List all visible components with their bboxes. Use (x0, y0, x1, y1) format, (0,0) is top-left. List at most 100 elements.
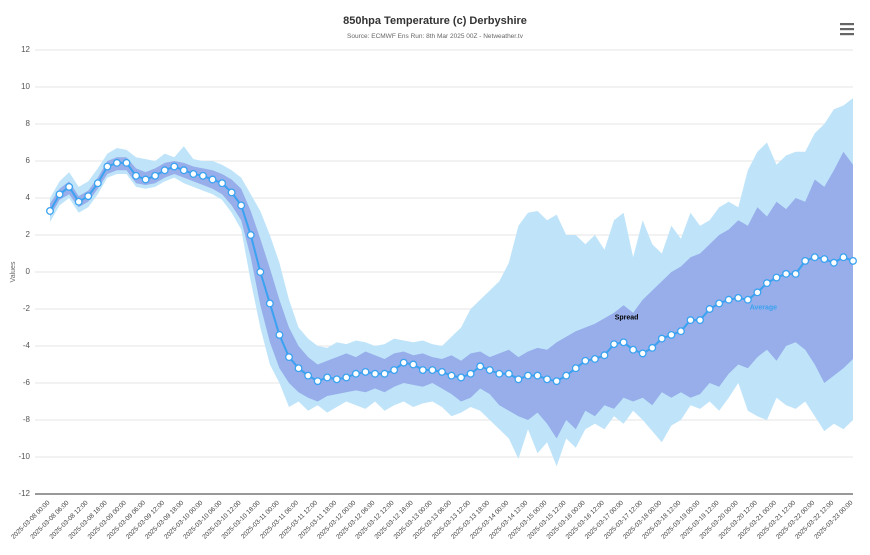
y-tick-label: 2 (26, 230, 31, 239)
point (160, 166, 169, 175)
point (629, 345, 638, 354)
point (801, 256, 810, 265)
point (485, 366, 494, 374)
point (285, 353, 293, 362)
point (84, 192, 93, 201)
point (552, 377, 561, 386)
y-tick-label: 4 (26, 193, 31, 202)
point (304, 371, 313, 380)
point (524, 371, 532, 380)
point (179, 166, 188, 175)
point (590, 355, 599, 363)
point (74, 197, 83, 206)
y-axis-title: Values (10, 261, 17, 282)
y-tick-label: -2 (23, 304, 31, 313)
point (514, 375, 523, 384)
y-tick-label: -8 (23, 415, 31, 424)
point (829, 258, 838, 267)
point (753, 288, 762, 297)
point (543, 375, 552, 384)
point (122, 158, 131, 167)
point (495, 369, 504, 378)
point (810, 253, 819, 262)
point (724, 295, 733, 304)
point (686, 316, 695, 325)
y-tick-label: -6 (23, 378, 31, 387)
menu-button[interactable] (836, 18, 858, 40)
y-tick-label: 6 (26, 156, 31, 165)
y-tick-label: -12 (18, 489, 30, 498)
point (476, 362, 485, 371)
menu-bar (840, 28, 854, 31)
point (170, 162, 179, 171)
series-label: Average (750, 304, 777, 311)
point (619, 338, 628, 347)
point (103, 162, 112, 171)
point (504, 369, 513, 378)
point (610, 340, 618, 349)
point (380, 369, 389, 378)
range-band (50, 151, 853, 439)
point (437, 367, 446, 376)
point (246, 231, 255, 239)
point (141, 175, 150, 184)
point (715, 299, 724, 308)
point (371, 369, 379, 378)
point (696, 316, 704, 325)
point (466, 369, 475, 378)
point (199, 171, 207, 180)
point (65, 182, 74, 191)
point (132, 171, 140, 180)
point (667, 330, 676, 339)
point (839, 253, 848, 262)
y-tick-label: -4 (23, 341, 31, 350)
point (237, 201, 246, 210)
point (849, 256, 857, 265)
point (55, 190, 64, 199)
bands-layer (50, 98, 853, 467)
point (399, 358, 408, 367)
point (227, 188, 236, 197)
point (275, 330, 284, 339)
point (743, 295, 752, 304)
point (820, 255, 829, 263)
point (409, 360, 418, 369)
point (457, 373, 466, 382)
chart-title: 850hpa Temperature (c) Derbyshire (343, 15, 527, 27)
point (208, 175, 217, 184)
point (112, 158, 121, 167)
marks-layer (46, 158, 857, 386)
point (734, 293, 743, 302)
point (562, 371, 571, 380)
point (151, 171, 160, 180)
point (351, 369, 360, 378)
point (428, 366, 437, 374)
y-tick-label: -10 (18, 452, 30, 461)
point (648, 343, 657, 352)
point (256, 268, 265, 276)
point (763, 279, 771, 288)
point (581, 356, 590, 365)
point (447, 371, 456, 380)
point (313, 377, 322, 386)
point (46, 206, 54, 215)
point (265, 299, 274, 308)
point (600, 351, 609, 360)
point (342, 373, 351, 382)
point (705, 305, 714, 313)
menu-bar (840, 33, 854, 36)
point (332, 375, 341, 384)
point (294, 364, 303, 373)
point (93, 179, 102, 188)
y-tick-label: 8 (26, 119, 31, 128)
point (676, 327, 685, 336)
point (418, 366, 427, 374)
point (772, 273, 781, 282)
point (218, 179, 227, 188)
y-tick-label: 0 (26, 267, 31, 276)
point (791, 269, 800, 278)
point (189, 169, 198, 178)
y-tick-label: 12 (21, 45, 30, 54)
point (657, 334, 666, 343)
